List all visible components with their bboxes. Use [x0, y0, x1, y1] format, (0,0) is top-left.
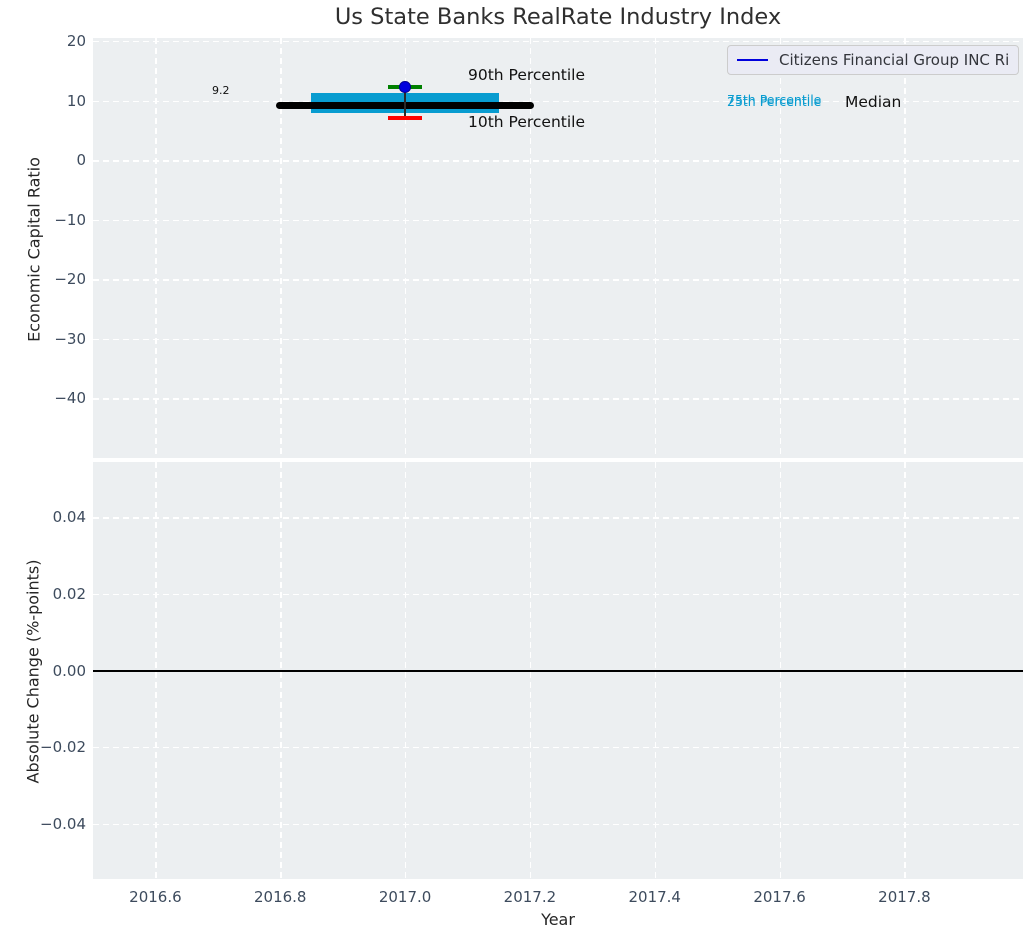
y-tick-label: −10: [54, 210, 86, 229]
zero-line: [93, 669, 1023, 672]
y-tick-label: 0: [76, 151, 86, 170]
gridline-horizontal: [93, 593, 1023, 596]
gridline-vertical: [904, 38, 906, 458]
y-tick-label: 0.00: [52, 661, 86, 680]
x-tick-label: 2017.2: [503, 888, 557, 906]
gridline-horizontal: [93, 338, 1023, 341]
median-value-label: 9.2: [212, 84, 230, 97]
annotation-75th-percentile: 75th Percentile: [727, 92, 822, 107]
y-tick-label: −0.02: [40, 738, 86, 756]
gridline-vertical: [779, 38, 781, 458]
company-value-dot: [399, 81, 411, 93]
gridline-horizontal: [93, 40, 1023, 43]
x-tick-label: 2016.8: [253, 888, 307, 906]
annotation-percentile-overlap: 75th Percentile 25th Percentile: [727, 92, 847, 110]
gridline-vertical: [405, 38, 407, 458]
y-tick-label: 0.02: [52, 584, 86, 603]
legend: Citizens Financial Group INC Ri: [727, 45, 1019, 75]
y-axis-label-bottom: Absolute Change (%-points): [23, 559, 43, 784]
y-tick-label: 10: [66, 91, 86, 110]
y-tick-label: 0.04: [52, 508, 86, 527]
annotation-90th-percentile: 90th Percentile: [468, 66, 586, 84]
annotation-median: Median: [845, 93, 902, 111]
annotation-10th-percentile: 10th Percentile: [468, 113, 586, 131]
x-tick-label: 2017.6: [753, 888, 806, 906]
y-tick-label: −0.04: [40, 814, 86, 833]
whisker-stem: [404, 86, 406, 118]
x-tick-label: 2017.4: [628, 888, 681, 906]
gridline-vertical: [155, 38, 157, 458]
gridline-horizontal: [93, 219, 1023, 222]
y-tick-label: −30: [54, 329, 86, 348]
gridline-horizontal: [93, 398, 1023, 400]
p10-cap: [388, 116, 422, 120]
y-tick-label: −20: [54, 270, 86, 289]
gridline-vertical: [529, 38, 532, 458]
chart-title: Us State Banks RealRate Industry Index: [334, 4, 782, 30]
x-tick-label: 2017.0: [378, 888, 432, 906]
top-plot-area: [93, 38, 1023, 458]
x-tick-label: 2017.8: [878, 888, 931, 906]
x-tick-label: 2016.6: [129, 888, 182, 906]
annotation-25th-percentile: 25th Percentile: [727, 93, 822, 109]
y-tick-label: −40: [54, 389, 86, 408]
gridline-horizontal: [93, 823, 1023, 825]
gridline-horizontal: [93, 100, 1023, 102]
gridline-vertical: [280, 38, 282, 458]
x-axis-label: Year: [541, 910, 575, 929]
y-tick-label: 20: [66, 31, 86, 50]
gridline-horizontal: [93, 160, 1023, 162]
legend-line-swatch-icon: [737, 59, 768, 61]
y-axis-label-top: Economic Capital Ratio: [24, 157, 44, 342]
gridline-horizontal: [93, 279, 1023, 281]
gridline-horizontal: [93, 517, 1023, 519]
gridline-vertical: [654, 38, 657, 458]
gridline-horizontal: [93, 747, 1023, 749]
legend-label: Citizens Financial Group INC Ri: [779, 51, 1010, 69]
